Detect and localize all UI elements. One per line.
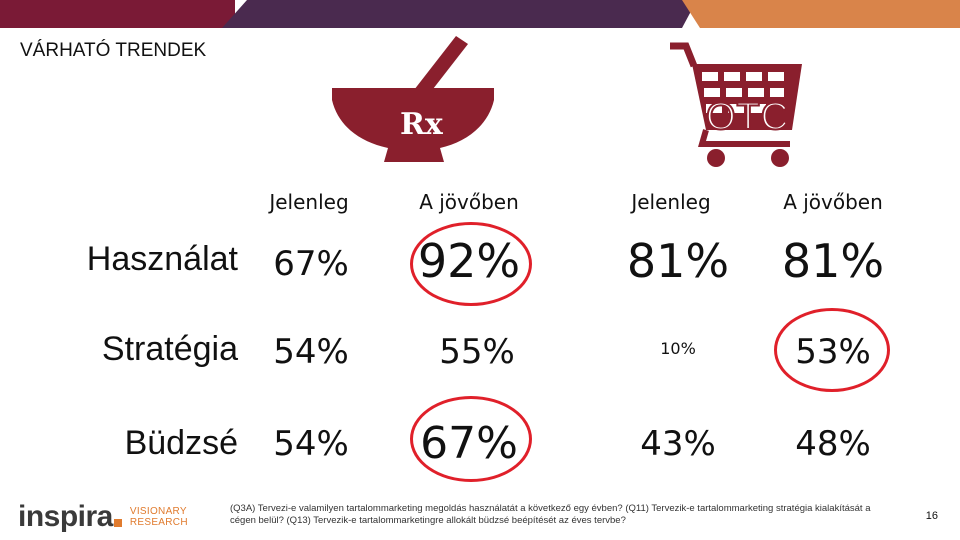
row-label-strategy: Stratégia (101, 330, 238, 368)
rx-label: Rx (400, 107, 444, 142)
shopping-cart-icon: OTC (668, 42, 808, 172)
logo-dot-icon (113, 519, 122, 527)
cell-strategy-rx-future: 55% (439, 332, 515, 372)
logo-wordmark: inspira (18, 500, 113, 533)
cell-strategy-rx-current: 54% (273, 332, 349, 372)
page-number: 16 (925, 510, 938, 522)
otc-label: OTC (705, 95, 790, 139)
cell-budget-otc-future: 48% (795, 424, 871, 464)
cell-usage-otc-future: 81% (781, 234, 885, 288)
col-header-rx-current: Jelenleg (269, 190, 349, 214)
row-label-budget: Büdzsé (124, 424, 238, 462)
col-header-otc-future: A jövőben (783, 190, 883, 214)
top-bar-segment-red (0, 0, 235, 28)
highlight-ring-usage-rx-future (410, 222, 532, 306)
logo-sub-line-2: RESEARCH (129, 517, 188, 528)
cell-strategy-otc-current: 10% (660, 339, 696, 358)
inspira-logo: inspira VISIONARY RESEARCH (18, 500, 188, 534)
mortar-pestle-icon: Rx (328, 30, 498, 170)
logo-subtitle: VISIONARY RESEARCH (130, 506, 188, 528)
col-header-otc-current: Jelenleg (631, 190, 711, 214)
top-bar-segment-purple (222, 0, 697, 28)
cell-usage-rx-current: 67% (273, 244, 349, 284)
cell-budget-otc-current: 43% (640, 424, 716, 464)
logo-sub-line-1: VISIONARY (129, 506, 187, 517)
top-bar-segment-orange (682, 0, 960, 28)
highlight-ring-budget-rx-future (410, 396, 532, 482)
footnote: (Q3A) Tervezi-e valamilyen tartalommarke… (230, 503, 871, 526)
col-header-rx-future: A jövőben (419, 190, 519, 214)
cell-budget-rx-current: 54% (273, 424, 349, 464)
row-label-usage: Használat (86, 240, 238, 278)
page-title: VÁRHATÓ TRENDEK (20, 40, 207, 61)
cell-usage-otc-current: 81% (626, 234, 730, 288)
highlight-ring-strategy-otc-future (774, 308, 890, 392)
top-color-bar (0, 0, 960, 28)
